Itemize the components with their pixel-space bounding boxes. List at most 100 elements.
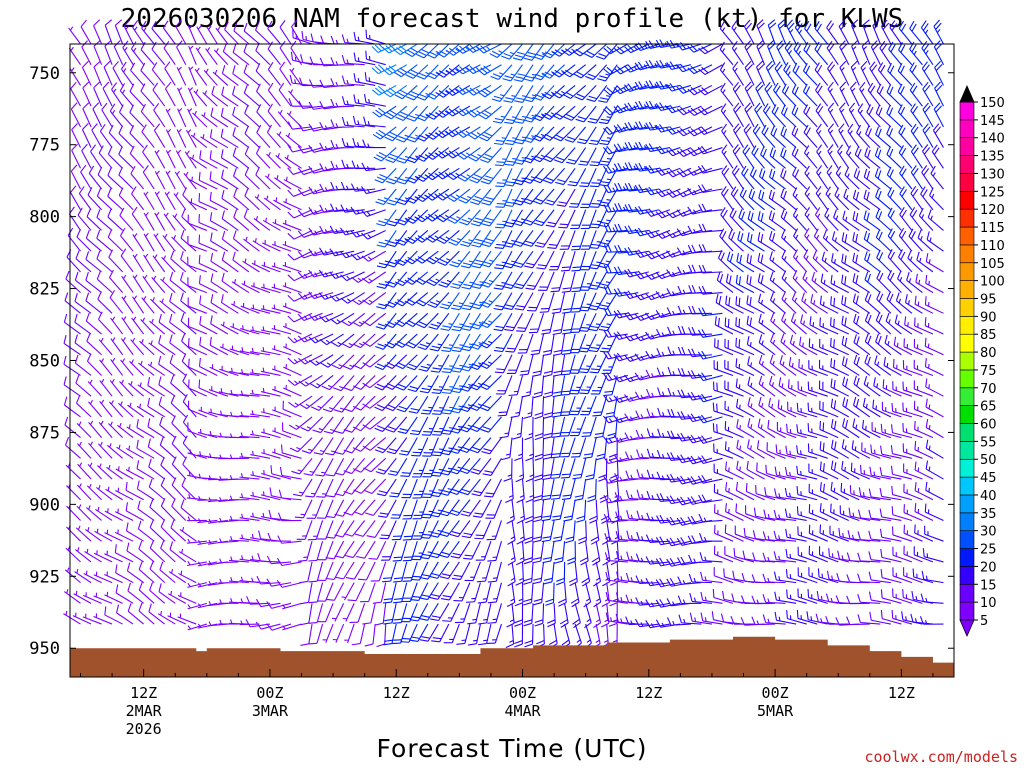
wind-barb-staff: [221, 280, 239, 294]
wind-barb-staff: [186, 497, 207, 501]
wind-barb-flag: [198, 254, 201, 264]
wind-barb: [152, 82, 166, 107]
wind-barb-flag: [221, 86, 225, 96]
wind-barb: [451, 354, 471, 373]
wind-barb-half-flag: [252, 512, 254, 518]
wind-barb: [188, 198, 208, 211]
wind-barb: [187, 338, 208, 356]
wind-barb-half-flag: [252, 491, 254, 497]
wind-barb: [436, 230, 460, 245]
wind-barb: [523, 396, 534, 420]
wind-barb-half-flag: [66, 589, 69, 594]
wind-barb: [481, 209, 502, 227]
wind-barb: [410, 582, 429, 602]
wind-barb-flag: [385, 67, 393, 74]
wind-barb-flag: [279, 20, 286, 28]
wind-barb-flag: [513, 141, 523, 145]
wind-barb-staff: [158, 342, 176, 356]
wind-barb-flag: [352, 385, 362, 390]
wind-barb-half-flag: [188, 471, 191, 476]
wind-barb: [308, 333, 334, 344]
wind-barb-half-flag: [509, 515, 515, 519]
wind-barb-flag: [138, 602, 143, 612]
wind-barb: [199, 295, 218, 314]
wind-barb-flag: [481, 134, 490, 139]
wind-barb: [385, 147, 408, 164]
wind-barb: [333, 395, 355, 413]
wind-barb: [417, 333, 439, 351]
wind-barb-flag: [507, 581, 516, 587]
wind-barb: [132, 253, 145, 273]
wind-barb-half-flag: [356, 186, 360, 192]
wind-barb: [180, 312, 197, 335]
wind-barb-flag: [245, 619, 251, 628]
wind-barb-half-flag: [435, 50, 440, 54]
wind-barb-flag: [258, 530, 262, 539]
wind-barb: [485, 499, 502, 519]
wind-barb: [322, 623, 334, 643]
wind-barb: [164, 81, 176, 107]
wind-barb: [561, 271, 576, 293]
wind-barb-flag: [516, 539, 525, 545]
wind-barb-staff: [64, 424, 81, 439]
wind-barb-staff: [260, 494, 281, 501]
wind-barb: [287, 354, 313, 365]
wind-barb: [218, 558, 239, 564]
wind-barb: [391, 520, 408, 541]
wind-barb: [277, 535, 302, 544]
wind-barb-half-flag: [324, 166, 328, 171]
wind-barb-flag: [554, 557, 564, 561]
wind-barb-staff: [120, 338, 134, 356]
wind-barb-flag: [151, 62, 158, 71]
wind-barb-flag: [415, 301, 424, 307]
wind-barb-half-flag: [472, 639, 478, 642]
wind-barb-staff: [208, 389, 229, 397]
wind-barb-flag: [209, 150, 212, 160]
wind-barb-half-flag: [335, 228, 339, 234]
wind-barb-half-flag: [230, 597, 233, 603]
wind-barb-staff: [351, 437, 366, 454]
wind-barb: [180, 292, 197, 314]
wind-barb-flag: [80, 164, 87, 173]
wind-barb: [174, 170, 187, 190]
wind-barb-flag: [547, 622, 556, 628]
wind-barb: [252, 238, 271, 252]
wind-barb-flag: [481, 321, 491, 326]
wind-barb-flag: [221, 230, 226, 240]
wind-barb: [364, 72, 386, 86]
wind-barb-flag: [330, 139, 335, 149]
wind-barb: [320, 354, 344, 368]
wind-barb: [99, 399, 113, 418]
wind-barb-flag: [462, 365, 471, 369]
wind-barb: [209, 150, 229, 169]
wind-barb: [182, 373, 197, 397]
wind-barb-flag: [198, 275, 201, 284]
wind-barb-half-flag: [187, 129, 192, 134]
wind-barb-flag: [514, 261, 524, 266]
wind-barb: [93, 81, 103, 107]
wind-barb: [88, 420, 102, 438]
wind-barb: [524, 624, 534, 648]
wind-barb-flag: [553, 370, 563, 374]
wind-barb-flag: [481, 243, 490, 248]
wind-barb-flag: [553, 329, 562, 332]
wind-barb-half-flag: [483, 639, 488, 642]
wind-barb: [343, 499, 366, 516]
wind-barb-half-flag: [325, 339, 330, 344]
wind-barb-staff: [316, 561, 324, 582]
wind-barb-flag: [308, 207, 315, 215]
wind-barb: [451, 561, 471, 581]
wind-barb-flag: [384, 385, 393, 390]
wind-barb-flag: [429, 555, 438, 559]
wind-barb-flag: [376, 493, 386, 497]
wind-barb: [71, 123, 82, 148]
wind-barb: [532, 85, 555, 101]
wind-barb: [186, 493, 207, 501]
wind-barb-staff: [256, 132, 271, 148]
wind-barb-half-flag: [156, 170, 160, 175]
wind-barb: [317, 561, 334, 582]
wind-barb-flag: [515, 97, 525, 101]
wind-barb: [115, 564, 134, 584]
wind-barb: [278, 82, 292, 107]
wind-barb: [405, 64, 429, 79]
